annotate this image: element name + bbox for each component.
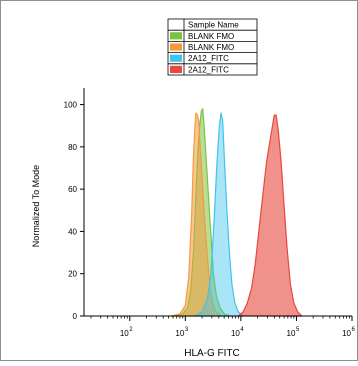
legend-swatch — [170, 32, 182, 40]
y-axis-label: Normalized To Mode — [31, 165, 41, 247]
y-tick-label: 80 — [68, 143, 77, 152]
legend-entry-label: 2A12_FITC — [188, 54, 229, 63]
legend-box — [167, 18, 258, 76]
y-tick-label: 0 — [73, 312, 78, 321]
series-layer — [170, 108, 303, 317]
x-tick-exponent: 4 — [240, 327, 244, 333]
x-tick-exponent: 2 — [129, 327, 133, 333]
legend-swatch — [170, 43, 182, 51]
x-tick-exponent: 3 — [185, 327, 189, 333]
legend-entry-label: BLANK FMO — [188, 32, 234, 41]
series-area-4 — [237, 114, 303, 317]
x-tick-label: 10 — [120, 329, 129, 338]
x-tick-label: 10 — [231, 329, 240, 338]
x-tick-label: 10 — [342, 329, 351, 338]
x-axis-label: HLA-G FITC — [184, 348, 240, 359]
x-tick-label: 10 — [175, 329, 184, 338]
x-tick-exponent: 5 — [296, 327, 300, 333]
legend-entry-label: 2A12_FITC — [188, 65, 229, 74]
legend-swatch — [170, 54, 182, 62]
y-tick-label: 60 — [68, 185, 77, 194]
legend-header: Sample Name — [188, 21, 239, 30]
legend-swatch — [170, 65, 182, 73]
legend: Sample Name BLANK FMO BLANK FMO 2A12_FITC 2A… — [167, 18, 258, 76]
y-tick-label: 20 — [68, 270, 77, 279]
y-tick-label: 40 — [68, 227, 77, 236]
series-area-3 — [194, 112, 244, 317]
y-tick-label: 100 — [64, 101, 78, 110]
legend-entry-label: BLANK FMO — [188, 43, 234, 52]
series-area-2 — [170, 112, 223, 317]
x-tick-label: 10 — [287, 329, 296, 338]
x-tick-exponent: 6 — [352, 327, 356, 333]
